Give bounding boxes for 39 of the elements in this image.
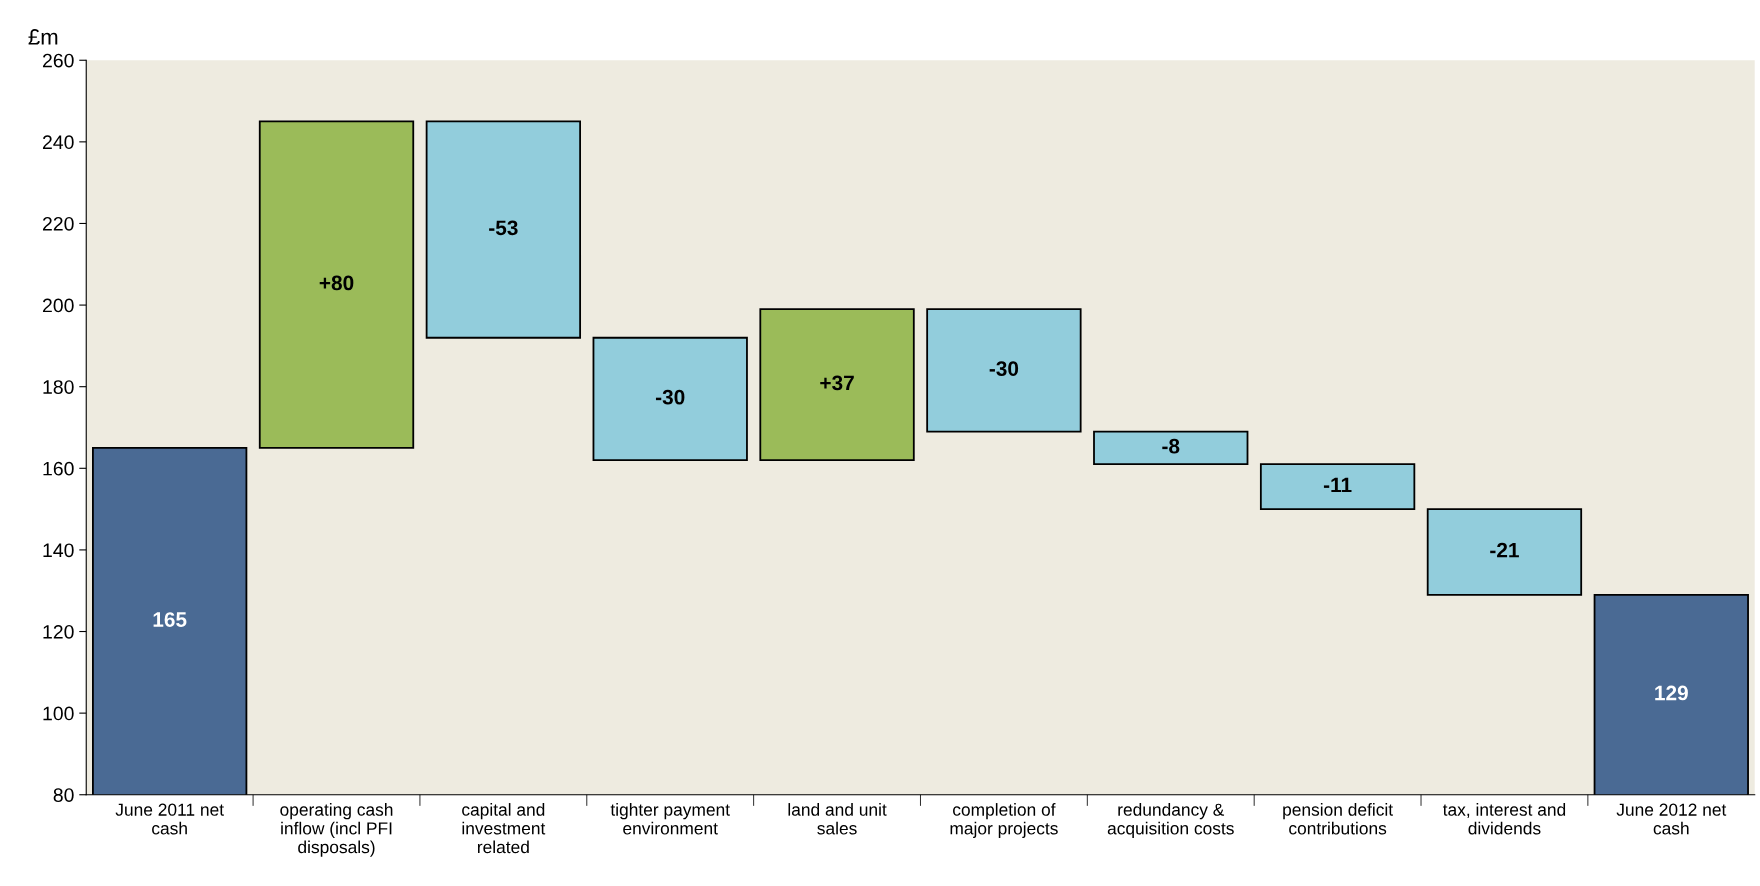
bar bbox=[1093, 430, 1249, 466]
y-tick-label: 140 bbox=[43, 543, 74, 558]
data-label: 165 bbox=[153, 612, 187, 627]
x-tick-label: June 2011 net cash bbox=[115, 803, 224, 835]
bar bbox=[1259, 463, 1416, 511]
data-label: -21 bbox=[1490, 542, 1519, 558]
x-tick-label: pension deficit contributions bbox=[1283, 803, 1393, 835]
y-tick-label: 100 bbox=[43, 706, 74, 721]
data-label: -8 bbox=[1162, 438, 1180, 454]
x-tick-label: redundancy & acquisition costs bbox=[1107, 803, 1234, 838]
y-tick-label: 120 bbox=[43, 624, 74, 639]
x-tick-label: operating cash inflow (incl PFI disposals) bbox=[280, 803, 393, 857]
x-tick-label: tax, interest and dividends bbox=[1442, 803, 1566, 835]
x-tick-label: land and unit sales bbox=[788, 803, 887, 835]
bar bbox=[258, 120, 415, 449]
data-label: -11 bbox=[1323, 477, 1352, 493]
bar bbox=[759, 308, 915, 462]
y-tick-label: 240 bbox=[42, 135, 74, 150]
y-tick-label: 220 bbox=[42, 216, 74, 231]
data-label: -30 bbox=[989, 361, 1019, 376]
bar bbox=[592, 336, 748, 462]
data-label: +80 bbox=[319, 275, 354, 291]
x-tick-label: tighter payment environment bbox=[610, 803, 730, 835]
x-tick-label: completion of major projects bbox=[950, 803, 1058, 838]
bar bbox=[425, 120, 582, 339]
x-tick-label: June 2012 net cash bbox=[1616, 803, 1727, 835]
x-tick-label: capital and investment related bbox=[462, 803, 546, 854]
y-tick-label: 80 bbox=[53, 788, 74, 802]
y-tick-label: 260 bbox=[42, 53, 74, 68]
y-tick-label: 160 bbox=[43, 461, 74, 476]
data-label: +37 bbox=[820, 375, 854, 391]
bar bbox=[1426, 508, 1583, 596]
bar bbox=[926, 308, 1082, 433]
data-label: 129 bbox=[1655, 685, 1688, 701]
y-axis-title: £m bbox=[28, 29, 58, 45]
data-label: -30 bbox=[655, 389, 685, 405]
y-tick-label: 180 bbox=[43, 380, 74, 394]
data-label: -53 bbox=[489, 220, 518, 236]
y-tick-label: 200 bbox=[42, 298, 74, 313]
